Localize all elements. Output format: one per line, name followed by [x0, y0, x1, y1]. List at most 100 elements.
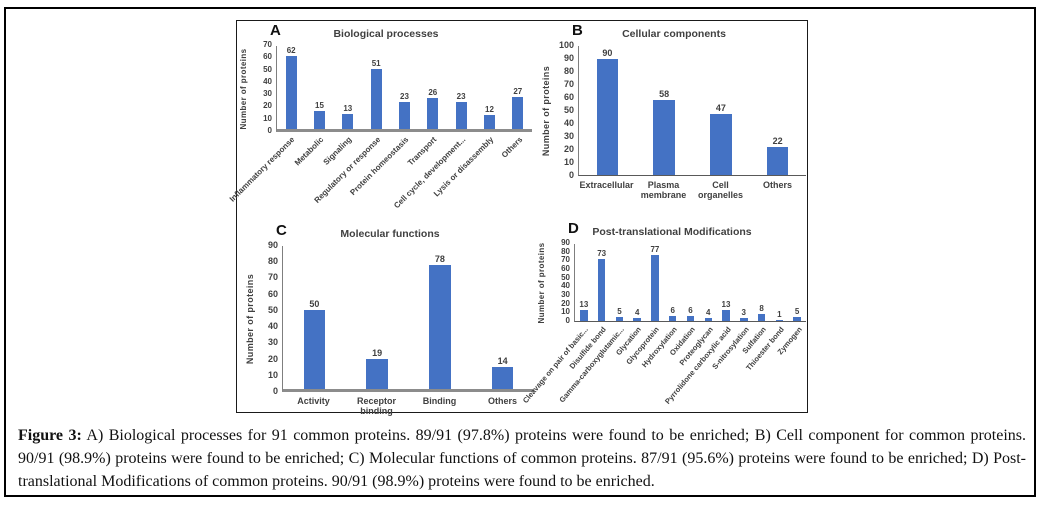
bar: [512, 97, 524, 129]
bar-group: 12: [475, 46, 503, 129]
y-tick-label: 50: [561, 272, 570, 282]
bar: [366, 358, 388, 389]
y-tick-label: 10: [267, 369, 278, 380]
y-tick-label: 50: [563, 105, 574, 115]
bar-value-label: 8: [759, 304, 764, 314]
figure-outer-border: [4, 7, 1036, 497]
bar: [303, 309, 326, 389]
bar-value-label: 1: [777, 310, 782, 320]
y-tick-label: 70: [267, 272, 278, 283]
x-axis-labels: Activity Receptor binding Binding Others: [282, 392, 534, 416]
panel-letter: A: [270, 22, 281, 39]
y-tick-label: 40: [561, 281, 570, 291]
x-tick-label: Others: [487, 396, 517, 406]
y-tick-label: 20: [263, 101, 272, 111]
y-tick-label: 0: [568, 170, 574, 180]
bar-value-label: 6: [670, 305, 675, 315]
y-tick-label: 50: [263, 64, 272, 74]
chart-title: Molecular functions: [340, 228, 440, 240]
y-tick-label: 30: [563, 131, 574, 141]
bar: [580, 309, 588, 321]
x-tick-label: Binding: [422, 396, 457, 406]
bar-value-label: 13: [343, 103, 353, 113]
bar: [597, 258, 606, 321]
y-axis-title: Number of proteins: [245, 273, 255, 365]
bar-value-label: 4: [634, 307, 640, 317]
bar-group: 47: [693, 46, 750, 175]
y-tick-label: 20: [561, 298, 570, 308]
bar: [399, 101, 410, 129]
y-tick-label: 0: [267, 126, 272, 135]
x-axis-labels: Extracellular Plasma membrane Cell organel…: [578, 176, 806, 210]
bar-group: 15: [305, 46, 333, 129]
bar-value-label: 15: [315, 101, 324, 111]
bar-group: 26: [419, 46, 447, 129]
y-axis-ticks: 100 90 80 70 60 50 40 30 20 10 0: [555, 40, 578, 180]
panel-biological-processes: A Biological processes Number of protein…: [228, 22, 532, 216]
bar: [342, 113, 354, 129]
bar-value-label: 58: [659, 89, 670, 100]
bar-group: 27: [504, 46, 532, 129]
y-tick-label: 40: [267, 321, 278, 332]
plot-area: 50 19 78 14: [282, 246, 534, 392]
bar-group: 77: [646, 244, 664, 321]
y-tick-label: 60: [561, 264, 570, 274]
bar-group: 13: [717, 244, 735, 321]
bar: [793, 316, 801, 321]
bar-value-label: 13: [721, 299, 731, 309]
y-tick-label: 50: [267, 304, 278, 315]
x-tick-label: Others: [499, 135, 525, 160]
bar-value-label: 90: [602, 47, 613, 58]
y-tick-label: 80: [561, 246, 570, 256]
bar-value-label: 23: [400, 91, 409, 101]
plot-area: 90 58 47 22: [578, 46, 806, 176]
bar-group: 51: [362, 46, 390, 129]
bar-group: 58: [636, 46, 693, 175]
y-tick-label: 20: [563, 144, 574, 154]
bar-value-label: 77: [650, 245, 660, 255]
bar-group: 6: [682, 244, 700, 321]
bar-group: 62: [277, 46, 305, 129]
y-tick-label: 60: [563, 92, 574, 102]
bar: [484, 114, 495, 129]
bar-group: 50: [283, 246, 346, 389]
bar: [491, 366, 514, 389]
bar-group: 73: [593, 244, 611, 321]
y-tick-label: 30: [263, 89, 272, 99]
bar-group: 4: [699, 244, 717, 321]
bar-group: 5: [611, 244, 629, 321]
bar: [285, 56, 297, 129]
y-tick-label: 10: [263, 113, 272, 123]
y-axis-title: Number of proteins: [537, 242, 546, 324]
y-axis-ticks: 70 60 50 40 30 20 10 0: [253, 40, 276, 135]
x-tick-label: Metabolic: [292, 135, 326, 168]
y-axis-ticks: 90 80 70 60 50 40 30 20 10 0: [259, 240, 282, 396]
bar-value-label: 19: [372, 347, 383, 358]
bar-group: 3: [735, 244, 753, 321]
bar-value-label: 23: [456, 91, 466, 101]
bar: [651, 255, 659, 321]
y-tick-label: 100: [558, 40, 574, 50]
y-tick-label: 30: [561, 290, 570, 300]
bar-group: 4: [628, 244, 646, 321]
bar: [775, 320, 784, 321]
bar-group: 23: [390, 46, 418, 129]
y-axis-title: Number of proteins: [541, 65, 551, 157]
y-tick-label: 30: [267, 337, 278, 348]
figure-caption: Figure 3: A) Biological processes for 91…: [18, 424, 1026, 493]
y-tick-label: 40: [263, 76, 272, 86]
x-tick-label: Cell organelles: [697, 180, 744, 200]
panel-letter: B: [572, 22, 583, 39]
bar: [596, 58, 619, 175]
bar: [704, 317, 712, 321]
bar-group: 8: [753, 244, 771, 321]
bar-group: 5: [788, 244, 806, 321]
bar-value-label: 4: [706, 307, 711, 317]
y-tick-label: 0: [272, 386, 278, 396]
bar-value-label: 51: [371, 58, 381, 68]
panel-post-translational-modifications: D Post-translational Modifications Numbe…: [521, 220, 806, 414]
y-tick-label: 0: [565, 316, 570, 325]
bar: [710, 114, 732, 175]
y-tick-label: 70: [263, 40, 272, 49]
y-tick-label: 20: [267, 353, 278, 364]
